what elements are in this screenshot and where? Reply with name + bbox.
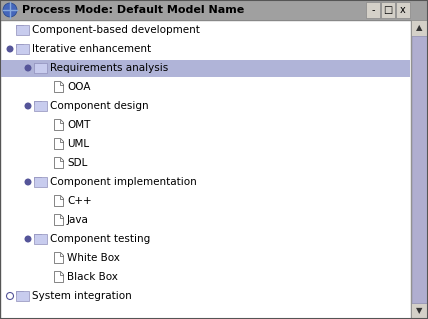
Text: □: □ xyxy=(383,5,392,15)
Bar xyxy=(35,177,41,180)
Bar xyxy=(17,291,23,294)
Circle shape xyxy=(24,64,32,71)
Circle shape xyxy=(3,3,17,17)
Text: ▼: ▼ xyxy=(416,307,423,315)
Bar xyxy=(411,20,428,319)
Bar xyxy=(35,177,48,187)
Bar xyxy=(17,25,23,28)
Text: Component-based development: Component-based development xyxy=(32,25,200,35)
Text: White Box: White Box xyxy=(67,253,120,263)
Circle shape xyxy=(6,293,14,300)
Text: Component testing: Component testing xyxy=(50,234,150,244)
Bar xyxy=(0,0,428,20)
Text: UML: UML xyxy=(67,139,89,149)
Text: Java: Java xyxy=(67,215,89,225)
Bar xyxy=(35,234,48,244)
Bar xyxy=(396,2,410,18)
Polygon shape xyxy=(54,253,63,263)
Polygon shape xyxy=(54,271,63,283)
Polygon shape xyxy=(54,196,63,206)
Bar xyxy=(411,303,428,319)
Bar xyxy=(35,101,41,104)
Text: System integration: System integration xyxy=(32,291,132,301)
Circle shape xyxy=(24,102,32,109)
Text: C++: C++ xyxy=(67,196,92,206)
Bar xyxy=(411,20,428,36)
Text: Requirements analysis: Requirements analysis xyxy=(50,63,168,73)
Bar xyxy=(35,63,48,73)
Text: Process Mode: Default Model Name: Process Mode: Default Model Name xyxy=(22,5,244,15)
Polygon shape xyxy=(54,120,63,130)
Text: OOA: OOA xyxy=(67,82,90,92)
Text: Component design: Component design xyxy=(50,101,149,111)
Polygon shape xyxy=(54,158,63,168)
Bar xyxy=(366,2,380,18)
Text: Black Box: Black Box xyxy=(67,272,118,282)
Polygon shape xyxy=(54,214,63,226)
Bar xyxy=(17,44,23,47)
Bar xyxy=(35,101,48,111)
Text: -: - xyxy=(371,5,375,15)
Bar xyxy=(35,63,41,66)
Text: x: x xyxy=(400,5,406,15)
Bar xyxy=(1,60,410,77)
Bar xyxy=(17,291,30,301)
Text: SDL: SDL xyxy=(67,158,87,168)
Circle shape xyxy=(6,46,14,53)
Bar xyxy=(17,25,30,35)
Bar xyxy=(381,2,395,18)
Text: OMT: OMT xyxy=(67,120,90,130)
Circle shape xyxy=(24,235,32,242)
Text: ▲: ▲ xyxy=(416,24,423,33)
Bar xyxy=(412,36,427,303)
Polygon shape xyxy=(54,138,63,150)
Text: Component implementation: Component implementation xyxy=(50,177,197,187)
Bar xyxy=(35,234,41,237)
Text: Iterative enhancement: Iterative enhancement xyxy=(32,44,151,54)
Polygon shape xyxy=(54,81,63,93)
Bar xyxy=(17,44,30,54)
Circle shape xyxy=(24,179,32,186)
